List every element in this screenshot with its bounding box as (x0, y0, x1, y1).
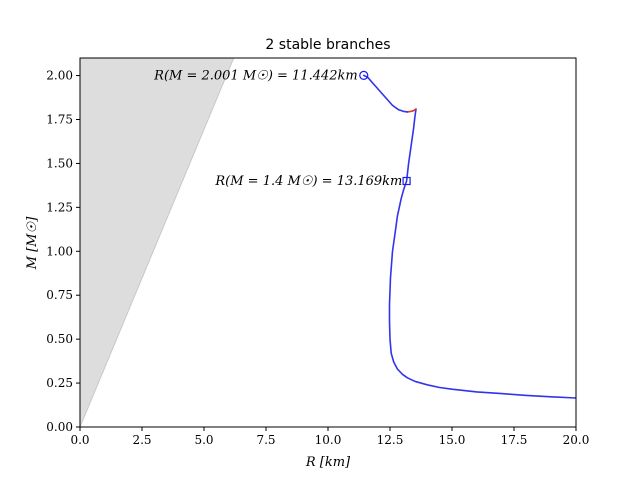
y-axis-label: M [M☉] (25, 216, 40, 270)
marker-circle (359, 70, 369, 80)
x-tick-label: 17.5 (501, 433, 528, 447)
y-tick-label: 1.75 (46, 113, 73, 127)
marker-square (402, 176, 411, 186)
y-tick-label: 1.50 (46, 156, 73, 170)
y-tick-label: 0.50 (46, 332, 73, 346)
y-tick-label: 0.00 (46, 420, 73, 434)
x-tick-label: 15.0 (439, 433, 466, 447)
series-line-1 (388, 108, 576, 399)
chart-title: 2 stable branches (265, 37, 390, 53)
x-tick-label: 20.0 (563, 433, 590, 447)
x-axis-label: R [km] (305, 455, 351, 470)
x-tick-label: 0.0 (70, 433, 89, 447)
x-tick-label: 12.5 (377, 433, 404, 447)
annotation-1: R(M = 2.001 M☉) = 11.442km (153, 68, 358, 83)
plot-area: R(M = 2.001 M☉) = 11.442km R(M = 1.4 M☉) … (46, 57, 590, 447)
shaded-region (80, 58, 235, 427)
annotation-2: R(M = 1.4 M☉) = 13.169km (214, 174, 402, 189)
y-tick-label: 0.75 (46, 288, 73, 302)
x-tick-label: 10.0 (315, 433, 342, 447)
series-line-2 (406, 108, 417, 113)
y-tick-label: 2.00 (46, 69, 73, 83)
y-tick-label: 1.25 (46, 200, 73, 214)
x-tick-label: 2.5 (132, 433, 151, 447)
x-tick-label: 5.0 (194, 433, 213, 447)
y-tick-label: 0.25 (46, 376, 73, 390)
series-line-3 (362, 74, 409, 113)
x-tick-label: 7.5 (256, 433, 275, 447)
y-tick-label: 1.00 (46, 244, 73, 258)
